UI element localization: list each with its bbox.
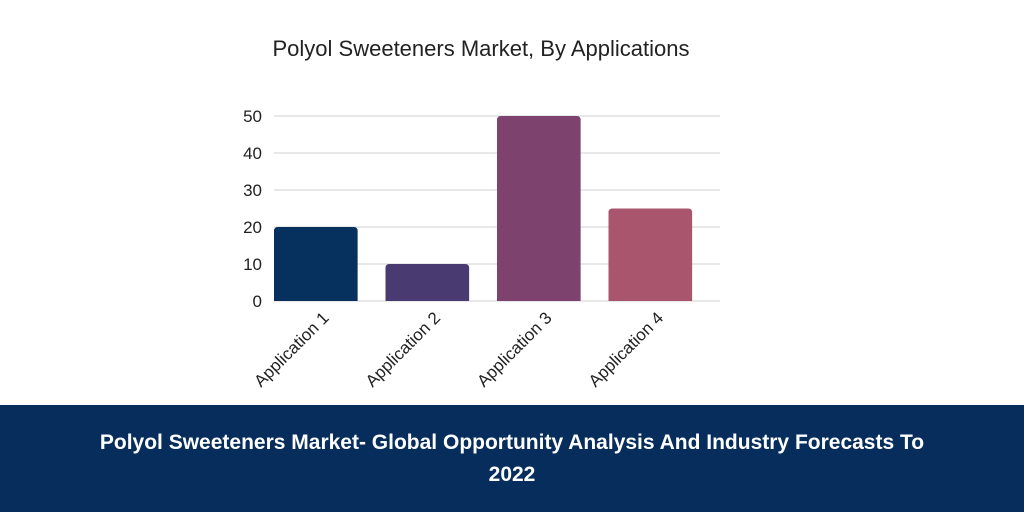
y-tick-label: 30 (243, 181, 262, 200)
bar (385, 264, 470, 301)
bar-chart: 0 10 20 30 40 50 Application 1 Application 2 App… (243, 107, 720, 391)
y-tick-label: 50 (243, 107, 262, 126)
x-tick-label: Application 4 (585, 308, 667, 390)
chart-title: Polyol Sweeteners Market, By Application… (272, 36, 690, 61)
y-tick-label: 10 (243, 255, 262, 274)
bar (274, 227, 358, 301)
y-tick-label: 0 (253, 292, 262, 311)
bar (497, 116, 581, 301)
x-tick-label: Application 3 (473, 308, 555, 390)
footer-banner: Polyol Sweeteners Market- Global Opportu… (0, 405, 1024, 512)
bar (608, 208, 693, 301)
x-tick-label: Application 1 (250, 308, 332, 390)
x-tick-label: Application 2 (362, 308, 444, 390)
y-tick-label: 40 (243, 144, 262, 163)
footer-headline: Polyol Sweeteners Market- Global Opportu… (99, 430, 925, 486)
y-tick-label: 20 (243, 218, 262, 237)
